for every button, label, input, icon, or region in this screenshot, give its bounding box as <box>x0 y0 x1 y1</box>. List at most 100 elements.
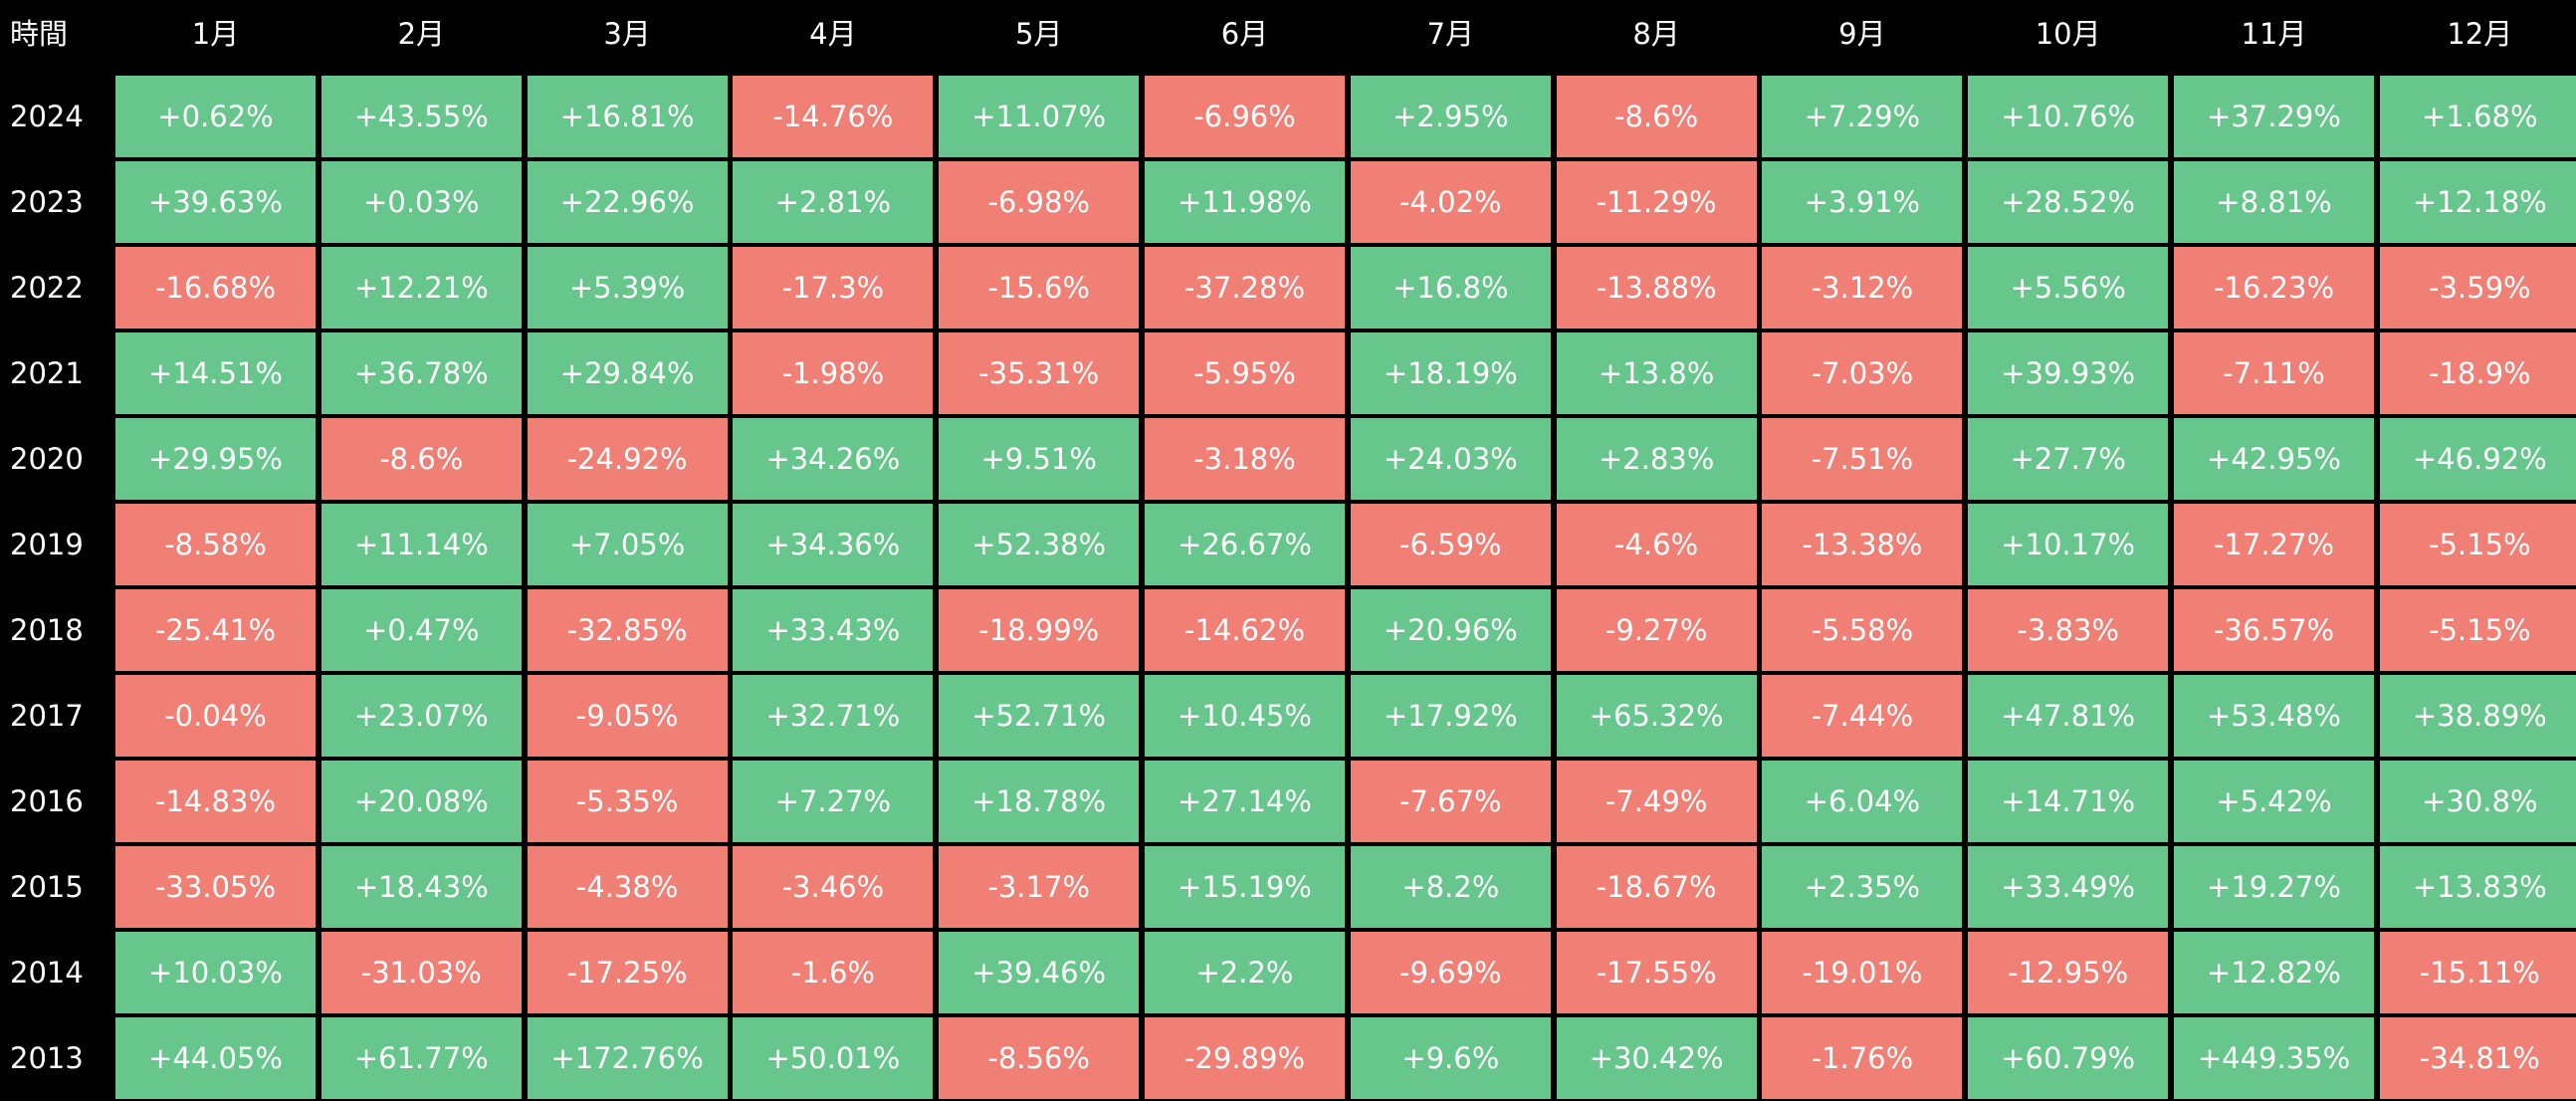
return-cell: +30.8% <box>2379 761 2576 842</box>
return-cell: +19.27% <box>2174 846 2374 928</box>
return-cell: -36.57% <box>2174 589 2374 671</box>
year-label: 2022 <box>10 271 84 305</box>
return-cell: +39.46% <box>939 932 1140 1013</box>
return-cell: +29.95% <box>115 418 316 500</box>
year-label: 2023 <box>10 185 84 219</box>
return-cell: +52.38% <box>939 504 1140 585</box>
return-cell: +1.68% <box>2379 76 2576 157</box>
return-cell: -8.6% <box>1556 76 1757 157</box>
month-header: 2月 <box>397 17 446 51</box>
return-cell: -32.85% <box>527 589 728 671</box>
month-header: 7月 <box>1426 17 1475 51</box>
return-cell: +9.6% <box>1350 1017 1551 1099</box>
month-header: 11月 <box>2241 17 2307 51</box>
return-cell: +18.43% <box>321 846 522 928</box>
return-cell: -17.3% <box>733 247 934 329</box>
return-cell: +46.92% <box>2379 418 2576 500</box>
return-cell: -5.58% <box>1762 589 1963 671</box>
return-cell: -7.44% <box>1762 675 1963 757</box>
return-cell: +20.96% <box>1350 589 1551 671</box>
year-label: 2017 <box>10 699 84 733</box>
return-cell: -18.99% <box>939 589 1140 671</box>
month-header: 6月 <box>1220 17 1269 51</box>
return-cell: +22.96% <box>527 161 728 243</box>
return-cell: -3.18% <box>1145 418 1345 500</box>
return-cell: +16.81% <box>527 76 728 157</box>
year-label: 2020 <box>10 442 84 476</box>
return-cell: +13.83% <box>2379 846 2576 928</box>
return-cell: +5.39% <box>527 247 728 329</box>
return-cell: +2.95% <box>1350 76 1551 157</box>
return-cell: +30.42% <box>1556 1017 1757 1099</box>
return-cell: +15.19% <box>1145 846 1345 928</box>
return-cell: -6.98% <box>939 161 1140 243</box>
return-cell: -3.59% <box>2379 247 2576 329</box>
return-cell: +42.95% <box>2174 418 2374 500</box>
return-cell: +38.89% <box>2379 675 2576 757</box>
return-cell: +6.04% <box>1762 761 1963 842</box>
return-cell: +32.71% <box>733 675 934 757</box>
return-cell: +52.71% <box>939 675 1140 757</box>
return-cell: -4.6% <box>1556 504 1757 585</box>
return-cell: -5.95% <box>1145 332 1345 414</box>
return-cell: +61.77% <box>321 1017 522 1099</box>
return-cell: -14.76% <box>733 76 934 157</box>
month-header: 9月 <box>1838 17 1886 51</box>
return-cell: +11.98% <box>1145 161 1345 243</box>
return-cell: +34.36% <box>733 504 934 585</box>
return-cell: +37.29% <box>2174 76 2374 157</box>
return-cell: -9.27% <box>1556 589 1757 671</box>
return-cell: +12.82% <box>2174 932 2374 1013</box>
return-cell: +10.03% <box>115 932 316 1013</box>
return-cell: +13.8% <box>1556 332 1757 414</box>
return-cell: -16.23% <box>2174 247 2374 329</box>
return-cell: -8.58% <box>115 504 316 585</box>
return-cell: -37.28% <box>1145 247 1345 329</box>
return-cell: -16.68% <box>115 247 316 329</box>
year-label: 2021 <box>10 356 84 390</box>
return-cell: +27.7% <box>1968 418 2169 500</box>
return-cell: +65.32% <box>1556 675 1757 757</box>
return-cell: -7.67% <box>1350 761 1551 842</box>
year-label: 2018 <box>10 613 84 647</box>
month-header: 1月 <box>191 17 240 51</box>
return-cell: +2.83% <box>1556 418 1757 500</box>
return-cell: -7.11% <box>2174 332 2374 414</box>
return-cell: -12.95% <box>1968 932 2169 1013</box>
return-cell: -11.29% <box>1556 161 1757 243</box>
return-cell: -31.03% <box>321 932 522 1013</box>
return-cell: -3.46% <box>733 846 934 928</box>
return-cell: -14.83% <box>115 761 316 842</box>
return-cell: +24.03% <box>1350 418 1551 500</box>
return-cell: -17.55% <box>1556 932 1757 1013</box>
return-cell: +14.71% <box>1968 761 2169 842</box>
return-cell: +16.8% <box>1350 247 1551 329</box>
return-cell: -18.67% <box>1556 846 1757 928</box>
return-cell: +449.35% <box>2174 1017 2374 1099</box>
month-header: 3月 <box>603 17 651 51</box>
return-cell: -1.98% <box>733 332 934 414</box>
return-cell: -3.17% <box>939 846 1140 928</box>
return-cell: +2.81% <box>733 161 934 243</box>
month-header: 12月 <box>2447 17 2513 51</box>
month-header: 5月 <box>1014 17 1063 51</box>
return-cell: -15.11% <box>2379 932 2576 1013</box>
return-cell: -5.15% <box>2379 504 2576 585</box>
return-cell: -7.49% <box>1556 761 1757 842</box>
return-cell: -5.15% <box>2379 589 2576 671</box>
return-cell: +0.62% <box>115 76 316 157</box>
return-cell: -5.35% <box>527 761 728 842</box>
return-cell: +9.51% <box>939 418 1140 500</box>
year-label: 2013 <box>10 1041 84 1075</box>
return-cell: +47.81% <box>1968 675 2169 757</box>
return-cell: -9.05% <box>527 675 728 757</box>
return-cell: +44.05% <box>115 1017 316 1099</box>
return-cell: +60.79% <box>1968 1017 2169 1099</box>
corner-label: 時間 <box>10 17 69 51</box>
return-cell: -13.88% <box>1556 247 1757 329</box>
return-cell: +36.78% <box>321 332 522 414</box>
return-cell: -29.89% <box>1145 1017 1345 1099</box>
return-cell: +10.17% <box>1968 504 2169 585</box>
return-cell: -15.6% <box>939 247 1140 329</box>
